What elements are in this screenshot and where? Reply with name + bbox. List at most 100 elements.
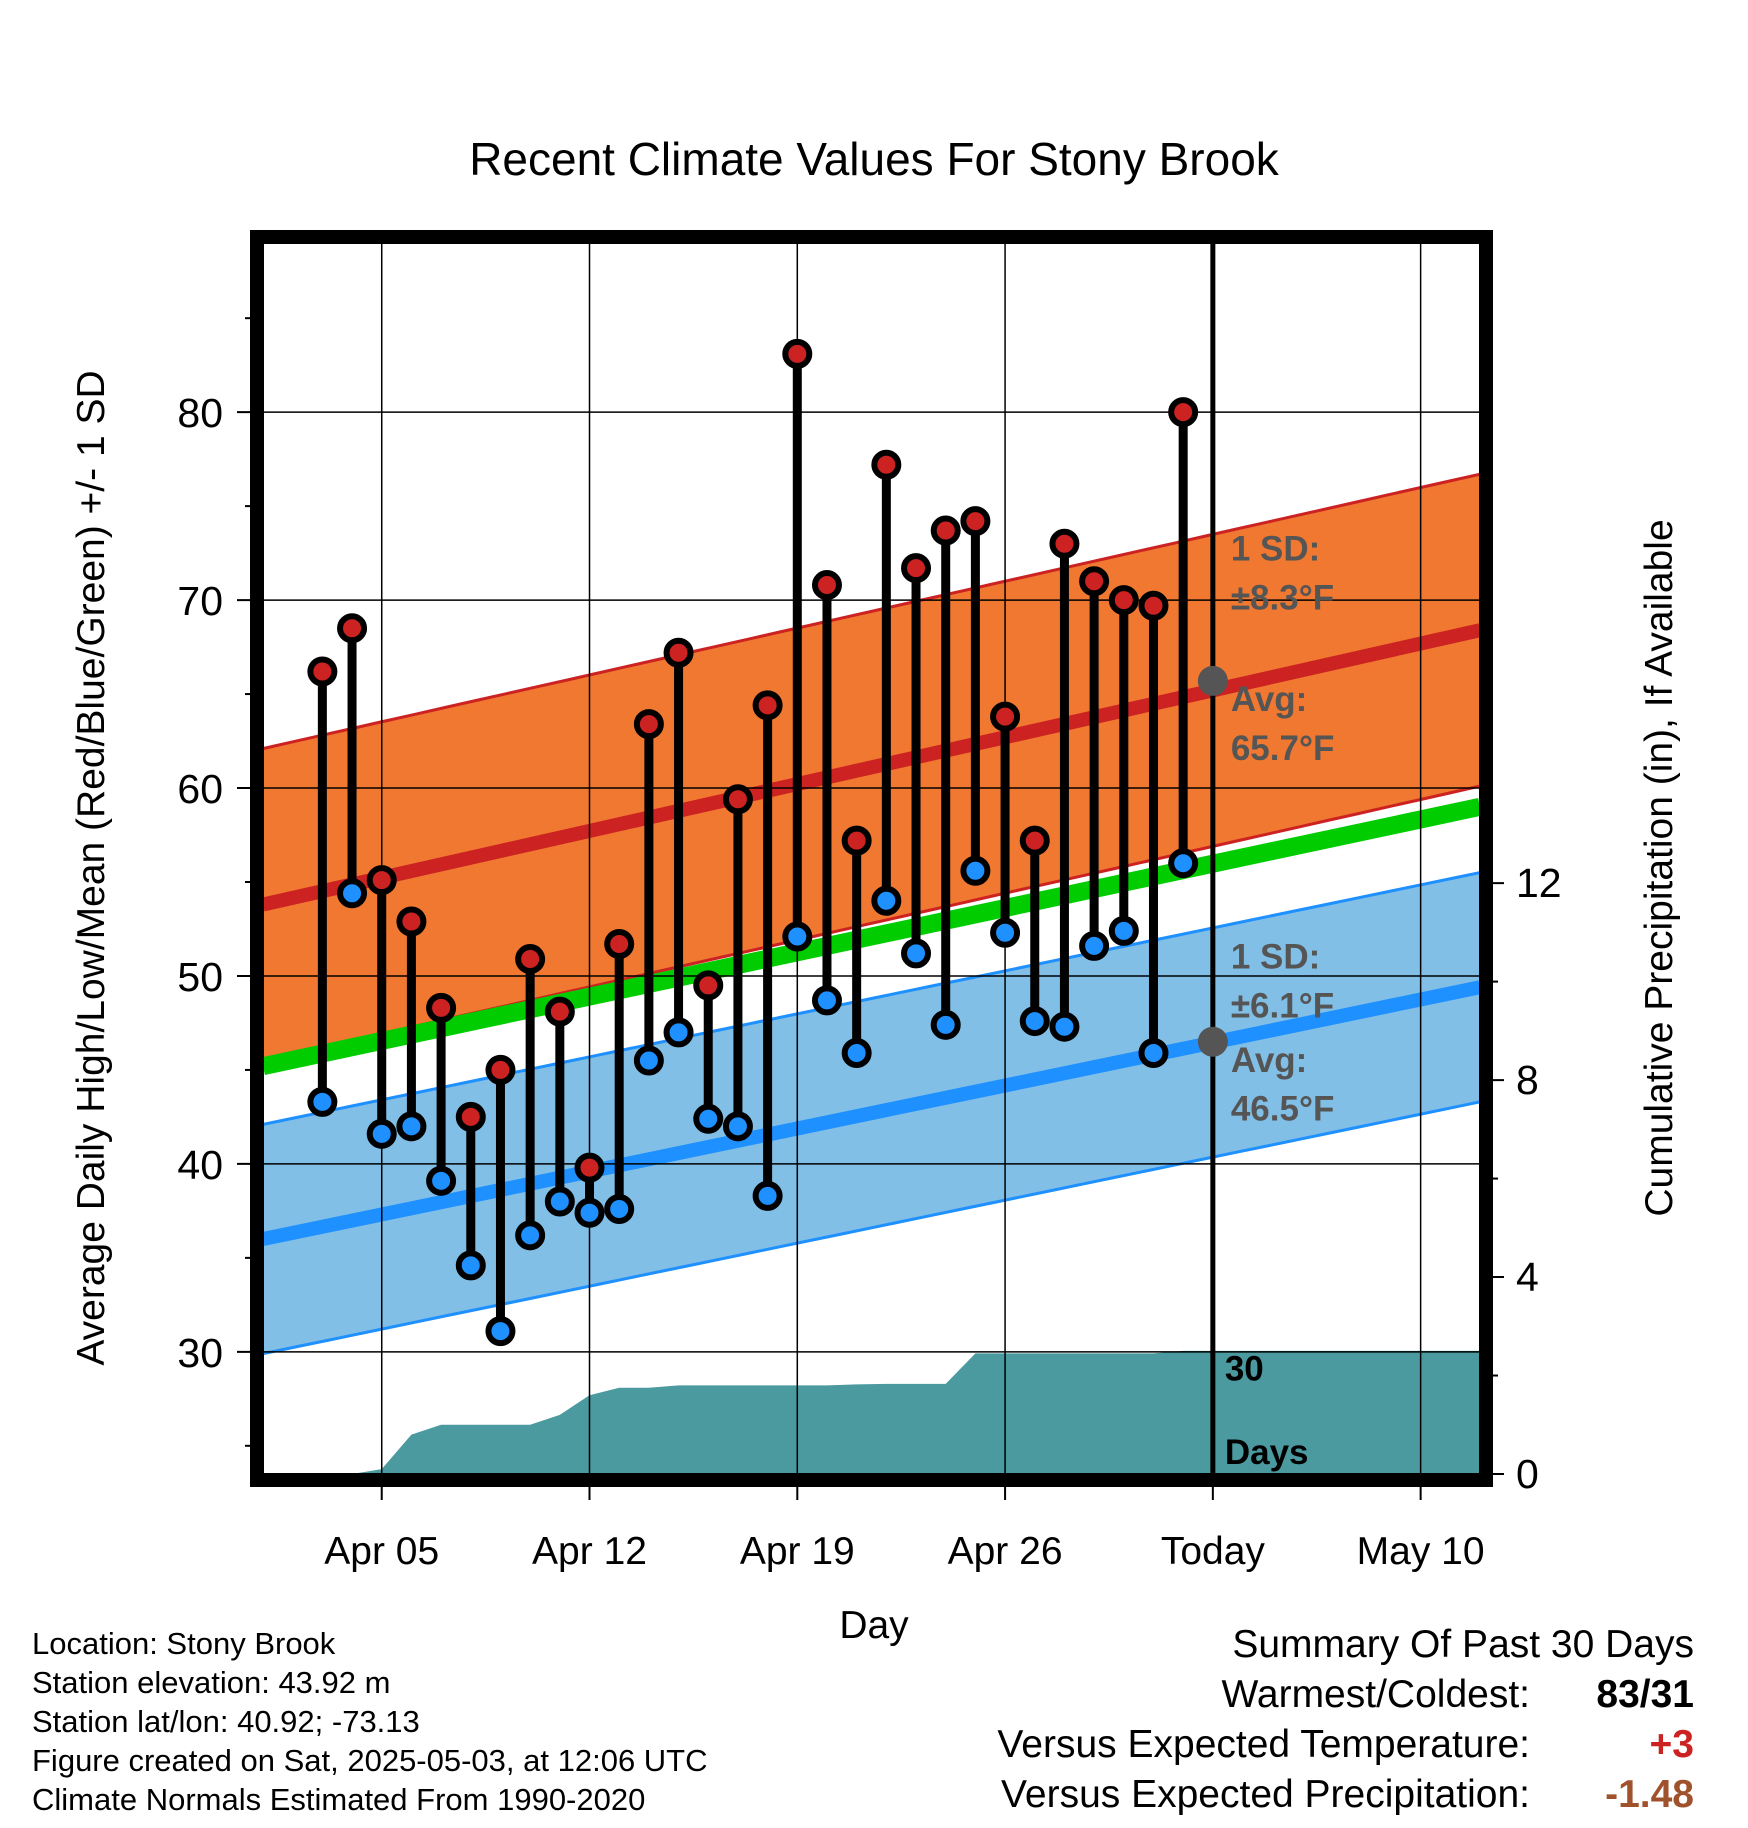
low-temp-point (782, 921, 813, 952)
days-count: 30 (1225, 1349, 1264, 1388)
high-temp-point (1019, 825, 1050, 856)
low-temp-point (1049, 1011, 1080, 1042)
x-tick-label: Apr 05 (324, 1530, 439, 1573)
normals-text: Climate Normals Estimated From 1990-2020 (32, 1782, 646, 1817)
high-temp-point (544, 996, 575, 1027)
y-tick-label-left: 60 (177, 766, 223, 812)
high-temp-point (1138, 590, 1169, 621)
warmest-label: Warmest/Coldest: (1221, 1673, 1530, 1716)
high-normal-avg-line (263, 623, 1480, 912)
y-axis-label-left: Average Daily High/Low/Mean (Red/Blue/Gr… (70, 370, 113, 1365)
high-temp-point (426, 992, 457, 1023)
high-temp-point (901, 553, 932, 584)
low-temp-point (1079, 930, 1110, 961)
summary-row-precip: Versus Expected Precipitation: -1.48 (997, 1770, 1694, 1820)
high-sd-value: ±8.3°F (1231, 578, 1334, 617)
low-temp-point (455, 1250, 486, 1281)
y-tick-label-left: 70 (177, 578, 223, 624)
x-tick-label: Apr 26 (948, 1530, 1063, 1573)
high-avg-label: Avg: (1231, 680, 1307, 719)
y-tick-label-right: 12 (1516, 860, 1562, 906)
mean-normal-line (263, 798, 1480, 1075)
y-tick-label-right: 4 (1516, 1254, 1539, 1300)
high-temp-point (574, 1152, 605, 1183)
low-temp-point (752, 1180, 783, 1211)
high-temp-point (604, 929, 635, 960)
low-temp-point (544, 1186, 575, 1217)
temp-label: Versus Expected Temperature: (997, 1723, 1530, 1766)
low-avg-label: Avg: (1231, 1041, 1307, 1080)
station-info: Location: Stony Brook Station elevation:… (32, 1624, 708, 1819)
warmest-value: 83/31 (1596, 1673, 1694, 1716)
low-temp-point (930, 1009, 961, 1040)
high-avg-value: 65.7°F (1231, 729, 1335, 768)
low-temp-point (1138, 1038, 1169, 1069)
low-temp-point (663, 1017, 694, 1048)
low-temp-point (515, 1220, 546, 1251)
y-tick-label-left: 50 (177, 954, 223, 1000)
low-temp-point (960, 855, 991, 886)
low-temp-point (1019, 1006, 1050, 1037)
high-avg-marker (1197, 665, 1228, 696)
high-temp-point (693, 970, 724, 1001)
precip-value: -1.48 (1605, 1773, 1694, 1816)
high-temp-point (366, 865, 397, 896)
high-temp-point (1079, 566, 1110, 597)
low-sd-label: 1 SD: (1231, 937, 1320, 976)
low-temp-point (722, 1111, 753, 1142)
low-temp-point (604, 1194, 635, 1225)
high-temp-point (930, 515, 961, 546)
low-temp-point (1108, 915, 1139, 946)
chart-title: Recent Climate Values For Stony Brook (469, 133, 1280, 185)
low-temp-point (990, 917, 1021, 948)
low-temp-point (811, 985, 842, 1016)
elevation-text: Station elevation: 43.92 m (32, 1665, 391, 1700)
low-temp-point (426, 1165, 457, 1196)
high-temp-point (990, 701, 1021, 732)
low-normal-avg-line (263, 980, 1480, 1246)
x-tick-label: Apr 19 (740, 1530, 855, 1573)
y-tick-label-left: 80 (177, 390, 223, 436)
summary-panel: Summary Of Past 30 Days Warmest/Coldest:… (997, 1620, 1694, 1820)
created-text: Figure created on Sat, 2025-05-03, at 12… (32, 1743, 708, 1778)
y-tick-label-right: 8 (1516, 1057, 1539, 1103)
low-band-upper-edge (263, 871, 1480, 1126)
high-temp-point (663, 637, 694, 668)
high-temp-point (782, 338, 813, 369)
high-temp-point (515, 944, 546, 975)
summary-title: Summary Of Past 30 Days (1232, 1623, 1694, 1666)
location-text: Location: Stony Brook (32, 1626, 336, 1661)
high-temp-point (1108, 585, 1139, 616)
high-temp-point (960, 506, 991, 537)
temp-value: +3 (1649, 1723, 1694, 1766)
low-temp-point (337, 878, 368, 909)
y-tick-label-right: 0 (1516, 1451, 1539, 1497)
low-band-lower-edge (263, 1100, 1480, 1356)
x-tick-label: Today (1161, 1530, 1266, 1573)
high-temp-point (1168, 397, 1199, 428)
high-temp-point (307, 656, 338, 687)
high-sd-label: 1 SD: (1231, 530, 1320, 569)
summary-row-temp: Versus Expected Temperature: +3 (997, 1720, 1694, 1770)
low-sd-value: ±6.1°F (1231, 986, 1334, 1025)
y-tick-label-left: 40 (177, 1142, 223, 1188)
x-tick-label: Apr 12 (532, 1530, 647, 1573)
low-avg-marker (1197, 1026, 1228, 1057)
high-temp-point (722, 784, 753, 815)
low-temp-point (366, 1118, 397, 1149)
low-temp-point (693, 1103, 724, 1134)
low-temp-point (307, 1086, 338, 1117)
precipitation-area (263, 1350, 1480, 1474)
high-temp-point (485, 1054, 516, 1085)
high-temp-point (1049, 528, 1080, 559)
precip-label: Versus Expected Precipitation: (1001, 1773, 1530, 1816)
high-band-upper-edge (263, 472, 1480, 751)
low-temp-point (1168, 848, 1199, 879)
low-temp-point (633, 1045, 664, 1076)
plot-area (263, 243, 1480, 1474)
high-temp-point (841, 825, 872, 856)
low-temp-point (871, 885, 902, 916)
high-temp-point (871, 449, 902, 480)
x-axis-label: Day (839, 1604, 909, 1647)
